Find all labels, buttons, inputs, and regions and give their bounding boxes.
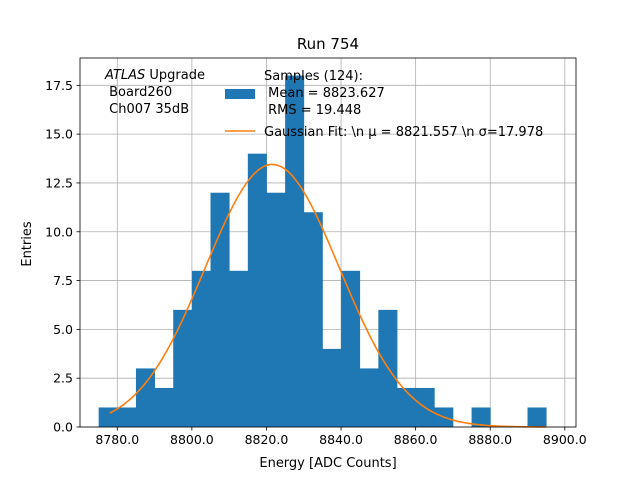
gaussian-fit [109, 163, 547, 428]
y-axis-label: Entries [20, 221, 35, 267]
y-tick-label: 10.0 [45, 224, 73, 239]
y-tick-label: 0.0 [53, 420, 73, 435]
legend-histogram-swatch [225, 89, 255, 99]
histogram-bar [322, 348, 342, 427]
histogram-bar [154, 387, 174, 427]
histogram-bar [210, 192, 230, 427]
y-tick-label: 2.5 [53, 371, 73, 386]
annotation-line-2: Board260 [105, 85, 172, 100]
histogram-bar [527, 407, 547, 427]
x-tick-label: 8880.0 [468, 432, 512, 447]
y-tick-label: 12.5 [45, 175, 73, 190]
atlas-annotation: ATLAS Upgrade Board260 Ch007 35dB [104, 68, 205, 117]
annotation-line-1: ATLAS Upgrade [104, 68, 205, 83]
legend-histogram-line-2: Mean = 8823.627 [264, 86, 385, 101]
histogram-bar [117, 407, 137, 427]
x-tick-label: 8800.0 [170, 432, 214, 447]
histogram-bar [359, 368, 379, 427]
annotation-line-3: Ch007 35dB [105, 102, 189, 117]
histogram-bar [173, 309, 193, 427]
histogram-bar [285, 75, 305, 428]
x-tick-label: 8820.0 [245, 432, 289, 447]
legend-fit-label: Gaussian Fit: \n μ = 8821.557 \n σ=17.97… [264, 125, 543, 140]
histogram-bar [247, 153, 267, 427]
histogram-bars [98, 75, 547, 428]
histogram-bar [303, 212, 323, 427]
x-tick-label: 8780.0 [95, 432, 139, 447]
y-tick-label: 5.0 [53, 322, 73, 337]
histogram-bar [229, 270, 249, 427]
histogram-bar [396, 387, 417, 427]
plot-frame [79, 57, 577, 428]
x-tick-label: 8860.0 [394, 432, 438, 447]
legend-histogram-line-3: RMS = 19.448 [264, 103, 361, 118]
legend-histogram-line-1: Samples (124): [264, 69, 363, 84]
y-tick-label: 15.0 [45, 127, 73, 142]
legend: Samples (124): Mean = 8823.627 RMS = 19.… [225, 69, 543, 140]
axis-ticks: 8780.0 8800.0 8820.0 8840.0 8860.0 8880.0 8900… [45, 78, 587, 447]
histogram-bar [98, 407, 118, 427]
x-tick-label: 8900.0 [543, 432, 587, 447]
histogram-bar [135, 368, 155, 427]
histogram-bar [471, 407, 491, 427]
y-tick-label: 17.5 [45, 78, 73, 93]
x-tick-label: 8840.0 [319, 432, 363, 447]
histogram-bar [341, 270, 361, 427]
chart-title: Run 754 [297, 35, 359, 53]
y-tick-label: 7.5 [53, 273, 73, 288]
histogram-bar [191, 270, 211, 427]
gaussian-fit-line [109, 163, 547, 428]
x-axis-label: Energy [ADC Counts] [259, 456, 396, 471]
histogram-bar [266, 192, 286, 427]
